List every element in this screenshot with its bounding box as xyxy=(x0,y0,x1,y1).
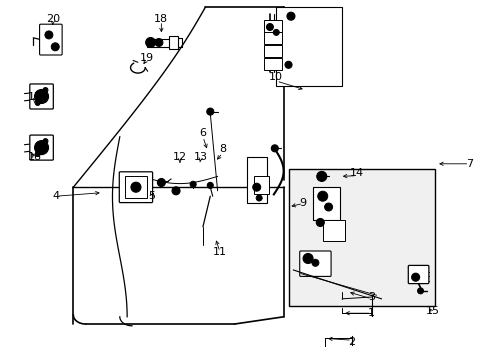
Circle shape xyxy=(131,182,141,192)
Text: 14: 14 xyxy=(349,168,363,178)
FancyBboxPatch shape xyxy=(299,251,330,276)
Text: 9: 9 xyxy=(299,198,306,208)
Circle shape xyxy=(411,273,419,281)
FancyBboxPatch shape xyxy=(119,172,152,203)
Text: 12: 12 xyxy=(173,152,186,162)
Text: 3: 3 xyxy=(367,292,374,302)
Circle shape xyxy=(316,219,324,226)
Circle shape xyxy=(38,144,45,151)
Circle shape xyxy=(43,87,48,93)
Circle shape xyxy=(133,185,138,190)
Circle shape xyxy=(316,171,326,181)
FancyBboxPatch shape xyxy=(40,24,62,55)
Circle shape xyxy=(145,37,155,48)
Circle shape xyxy=(273,30,279,35)
Circle shape xyxy=(317,191,327,201)
Bar xyxy=(246,157,266,203)
Bar xyxy=(264,32,282,44)
Bar xyxy=(322,220,344,241)
Bar xyxy=(264,45,282,57)
Text: 10: 10 xyxy=(269,72,283,82)
Text: 4: 4 xyxy=(53,191,60,201)
FancyBboxPatch shape xyxy=(407,265,428,284)
Circle shape xyxy=(190,181,196,187)
Text: 1: 1 xyxy=(367,308,374,318)
Text: 13: 13 xyxy=(193,152,207,162)
Text: 15: 15 xyxy=(425,306,439,316)
Circle shape xyxy=(155,39,163,46)
Bar xyxy=(168,36,177,49)
Text: 6: 6 xyxy=(199,128,206,138)
Bar xyxy=(288,169,434,306)
Text: 11: 11 xyxy=(213,247,226,257)
Circle shape xyxy=(172,187,180,195)
Bar xyxy=(276,7,342,86)
FancyBboxPatch shape xyxy=(30,84,53,109)
Text: 16: 16 xyxy=(28,152,42,162)
Bar xyxy=(125,176,146,198)
Circle shape xyxy=(206,108,213,115)
FancyBboxPatch shape xyxy=(30,135,53,160)
Circle shape xyxy=(38,93,45,100)
Circle shape xyxy=(157,179,165,186)
Circle shape xyxy=(35,100,40,105)
Circle shape xyxy=(271,145,278,152)
Text: 8: 8 xyxy=(219,144,225,154)
Text: 7: 7 xyxy=(465,159,472,169)
Circle shape xyxy=(51,43,59,51)
Bar xyxy=(264,20,282,32)
Bar xyxy=(312,187,339,220)
Circle shape xyxy=(285,61,291,68)
Circle shape xyxy=(303,253,312,264)
Circle shape xyxy=(266,23,273,31)
Text: 20: 20 xyxy=(46,14,60,24)
Bar xyxy=(146,39,173,47)
Bar xyxy=(254,176,268,194)
Circle shape xyxy=(417,288,423,294)
Circle shape xyxy=(324,203,332,211)
Circle shape xyxy=(252,183,260,191)
Text: 5: 5 xyxy=(148,191,155,201)
Text: 17: 17 xyxy=(28,92,42,102)
Text: 18: 18 xyxy=(154,14,168,24)
Circle shape xyxy=(311,259,318,266)
Circle shape xyxy=(286,12,294,20)
Circle shape xyxy=(207,183,213,188)
Circle shape xyxy=(45,31,53,39)
Circle shape xyxy=(35,90,48,103)
Circle shape xyxy=(35,141,48,154)
Text: 19: 19 xyxy=(140,53,153,63)
Text: 2: 2 xyxy=(348,337,355,347)
Bar xyxy=(264,58,282,69)
Circle shape xyxy=(43,139,48,144)
Circle shape xyxy=(35,152,40,157)
Circle shape xyxy=(256,195,262,201)
